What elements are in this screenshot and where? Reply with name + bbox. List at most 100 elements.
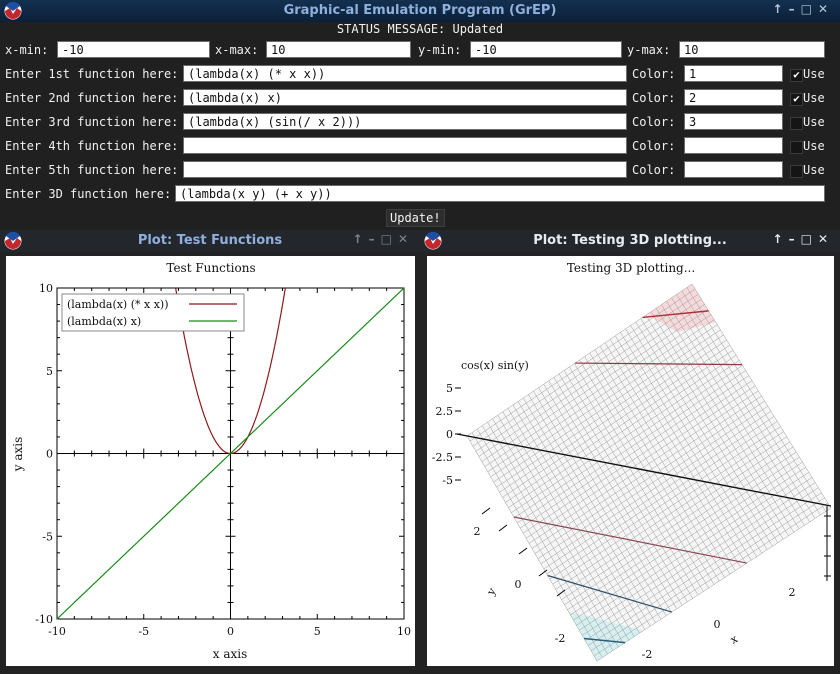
function-4-input[interactable] xyxy=(183,137,627,154)
plot3d-window: Plot: Testing 3D plotting... ↑–□✕ Testin… xyxy=(420,230,840,674)
z-axis-label: cos(x) sin(y) xyxy=(461,359,529,372)
surface-grid-line xyxy=(570,461,803,616)
surface-grid-line xyxy=(599,346,736,571)
close-icon[interactable]: ✕ xyxy=(817,2,834,16)
use-5-checkbox[interactable] xyxy=(790,165,803,178)
chart-title: Test Functions xyxy=(166,261,255,275)
plot2d-controls: ↑–□✕ xyxy=(353,232,414,246)
surface-grid-line xyxy=(625,328,763,554)
surface-grid-line xyxy=(531,395,762,549)
surface-grid-line xyxy=(620,332,757,557)
y-tick-label: 0 xyxy=(46,448,53,461)
color-1-input[interactable]: 1 xyxy=(684,65,783,82)
zero-contour-line xyxy=(456,433,832,507)
surface-grid-line xyxy=(552,431,784,585)
racket-logo-icon xyxy=(424,232,442,250)
y-tick-2: 2 xyxy=(474,525,481,538)
ymax-input[interactable]: 10 xyxy=(679,41,825,58)
contour-line-5 xyxy=(583,637,626,644)
surface-grid-line xyxy=(676,294,816,519)
minimize-icon[interactable]: – xyxy=(368,232,381,246)
status-message: STATUS MESSAGE: Updated xyxy=(336,22,504,36)
close-icon[interactable]: ✕ xyxy=(817,232,834,246)
z-tick-neg-2-5: -2.5 xyxy=(432,451,453,464)
x-tick-label: 5 xyxy=(314,625,321,638)
x-tick-label: 0 xyxy=(227,625,234,638)
minimize-icon[interactable]: – xyxy=(788,232,801,246)
contour-line-2 xyxy=(574,362,743,366)
use-4-label: Use xyxy=(803,139,825,153)
y-tick-label: 5 xyxy=(46,365,53,378)
use-1-checkbox[interactable]: ✔ xyxy=(790,69,803,82)
maximize-icon[interactable]: □ xyxy=(800,232,818,246)
plot2d-canvas: Test Functions -10 -5 0 5 10 10 5 0 -5 -10 (lambda… xyxy=(6,256,415,666)
use-3-label: Use xyxy=(803,115,825,129)
surface-grid-line xyxy=(576,472,810,626)
racket-logo-icon xyxy=(4,232,22,250)
window-controls: ↑–□✕ xyxy=(773,2,834,16)
function-5-label: Enter 5th function here: xyxy=(5,163,179,177)
maximize-icon[interactable]: □ xyxy=(800,2,818,16)
y-tick-0: 0 xyxy=(515,578,522,591)
legend-label-2: (lambda(x) x) xyxy=(67,315,141,328)
xmin-label: x-min: xyxy=(5,43,49,57)
maximize-icon[interactable]: □ xyxy=(380,232,398,246)
x-tick-2: 2 xyxy=(789,586,796,599)
surface-high-region xyxy=(647,284,716,333)
ymin-input[interactable]: -10 xyxy=(470,41,622,58)
minimize-icon[interactable]: – xyxy=(788,2,801,16)
use-2-checkbox[interactable]: ✔ xyxy=(790,93,803,106)
plot3d-titlebar[interactable]: Plot: Testing 3D plotting... ↑–□✕ xyxy=(420,230,840,252)
pin-icon[interactable]: ↑ xyxy=(352,232,369,246)
xmin-input[interactable]: -10 xyxy=(57,41,210,58)
main-titlebar[interactable]: Graphic-al Emulation Program (GrEP) ↑–□✕ xyxy=(0,0,840,22)
surface-grid-line xyxy=(537,405,768,559)
update-button[interactable]: Update! xyxy=(386,209,445,227)
z-tick-neg-5: -5 xyxy=(442,474,453,487)
pin-icon[interactable]: ↑ xyxy=(772,2,789,16)
surface-grid-line xyxy=(686,287,826,512)
xmax-label: x-max: xyxy=(215,43,259,57)
use-1-label: Use xyxy=(803,67,825,81)
surface-chart: Testing 3D plotting... cos(x) sin(y) 5 2… xyxy=(432,261,832,662)
surface-grid-line xyxy=(582,482,816,636)
surface-grid-line xyxy=(593,502,828,657)
surface-grid-line xyxy=(590,497,825,651)
xmax-input[interactable]: 10 xyxy=(266,41,411,58)
surface-grid-line xyxy=(587,492,822,646)
y-tick-label: -10 xyxy=(35,613,53,626)
line-chart: Test Functions -10 -5 0 5 10 10 5 0 -5 -10 (lambda… xyxy=(11,261,411,661)
surface-grid-line xyxy=(561,446,794,600)
y-tick-mark xyxy=(518,547,528,555)
color-1-label: Color: xyxy=(632,67,676,81)
color-5-input[interactable] xyxy=(684,161,783,178)
use-3-checkbox[interactable] xyxy=(790,117,803,130)
y-tick-label: -5 xyxy=(42,530,53,543)
function-3-input[interactable]: (lambda(x) (sin(/ x 2))) xyxy=(183,113,627,130)
function-1-input[interactable]: (lambda(x) (* x x)) xyxy=(183,65,627,82)
color-4-input[interactable] xyxy=(684,137,783,154)
function-3d-input[interactable]: (lambda(x y) (+ x y)) xyxy=(175,185,825,202)
use-4-checkbox[interactable] xyxy=(790,141,803,154)
function-2-input[interactable]: (lambda(x) x) xyxy=(183,89,627,106)
x-tick-label: -10 xyxy=(48,625,66,638)
function-4-label: Enter 4th function here: xyxy=(5,139,179,153)
surface-grid-line xyxy=(567,456,800,611)
close-icon[interactable]: ✕ xyxy=(397,232,414,246)
function-5-input[interactable] xyxy=(183,161,627,178)
plot2d-titlebar[interactable]: Plot: Test Functions ↑–□✕ xyxy=(0,230,420,252)
surface-grid-line xyxy=(579,477,813,631)
contour-line-4 xyxy=(547,574,673,613)
plot3d-canvas: Testing 3D plotting... cos(x) sin(y) 5 2… xyxy=(427,256,834,666)
surface-grid-line xyxy=(650,311,789,536)
plot2d-title: Plot: Test Functions xyxy=(137,233,283,248)
legend-label-1: (lambda(x) (* x x)) xyxy=(67,298,169,311)
surface-grid-line xyxy=(615,335,752,561)
pin-icon[interactable]: ↑ xyxy=(772,232,789,246)
color-3-input[interactable]: 3 xyxy=(684,113,783,130)
y-tick-neg-2: -2 xyxy=(555,632,566,645)
surface-grid-line xyxy=(640,318,779,543)
y-tick-label: 10 xyxy=(39,282,53,295)
color-2-input[interactable]: 2 xyxy=(684,89,783,106)
surface-grid-line xyxy=(558,441,791,595)
